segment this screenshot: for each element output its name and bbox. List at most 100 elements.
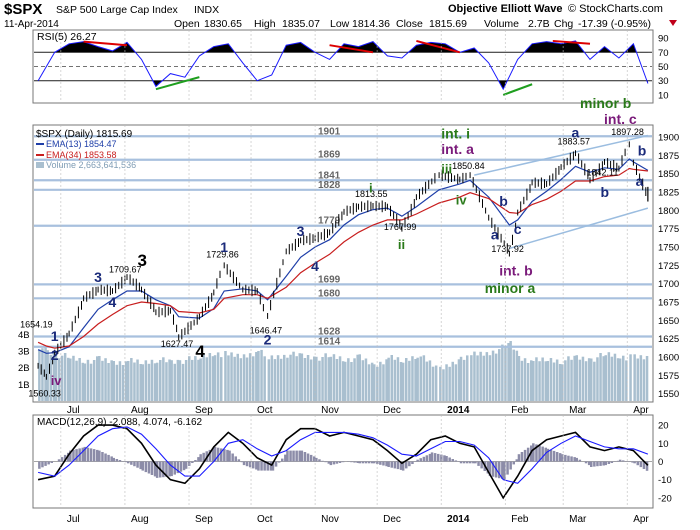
volume-bar	[139, 364, 142, 401]
volume-bar	[434, 365, 438, 401]
macd-histogram-bar	[47, 461, 50, 465]
change-value: -17.39 (-0.95%)	[578, 18, 651, 30]
price-annotation: 1883.57	[558, 137, 591, 147]
volume-bar	[439, 366, 442, 401]
x-tick-label: Sep	[195, 514, 213, 525]
signal-line	[37, 426, 649, 484]
macd-histogram-bar	[546, 448, 550, 462]
rsi-divergence-line	[83, 40, 128, 47]
exchange: INDX	[194, 4, 219, 16]
volume-bar	[176, 359, 180, 401]
volume-bar	[645, 356, 649, 401]
price-tick-label: 1850	[658, 169, 679, 180]
macd-histogram-bar	[168, 461, 171, 477]
macd-histogram-bar	[255, 461, 258, 470]
macd-histogram-bar	[555, 452, 559, 462]
volume-bar	[530, 360, 533, 401]
macd-tick-label: -20	[658, 493, 672, 504]
macd-histogram-bar	[506, 461, 509, 475]
volume-bar	[115, 364, 119, 401]
price-level-label: 1828	[318, 180, 341, 191]
volume-bar	[309, 359, 313, 401]
macd-histogram-bar	[393, 461, 397, 469]
volume-bar	[587, 358, 591, 401]
volume-bar	[168, 359, 171, 401]
macd-histogram-bar	[144, 461, 148, 473]
wave-label-int-c: int. c	[604, 111, 637, 127]
macd-histogram-bar	[538, 445, 541, 462]
volume-bar	[459, 356, 463, 401]
price-tick-label: 1625	[658, 334, 679, 345]
macd-histogram-bar	[67, 452, 70, 462]
volume-bar	[69, 358, 72, 401]
volume-bar	[181, 363, 185, 401]
macd-histogram-bar	[451, 459, 454, 462]
x-tick-label: Jul	[67, 514, 80, 525]
macd-histogram-bar	[101, 452, 104, 462]
macd-histogram-bar	[361, 461, 365, 464]
volume-bar	[178, 360, 182, 401]
price-annotation: 1560.33	[28, 388, 61, 398]
macd-histogram-bar	[382, 461, 385, 466]
macd-histogram-bar	[266, 461, 269, 471]
x-tick-label: Sep	[195, 405, 213, 416]
volume-bar	[236, 353, 239, 401]
rsi-divergence-line	[502, 83, 533, 96]
volume-bar	[300, 353, 304, 401]
volume-bar	[358, 354, 361, 401]
macd-histogram-bar	[358, 461, 361, 464]
volume-bar	[98, 356, 101, 401]
macd-histogram-bar	[517, 454, 521, 462]
volume-bar	[306, 355, 310, 401]
macd-histogram-bar	[590, 461, 593, 467]
volume-bar	[292, 351, 295, 401]
macd-histogram-bar	[443, 455, 446, 462]
volume-bar	[245, 357, 249, 401]
volume-bar	[224, 351, 227, 401]
volume-bar	[482, 355, 485, 401]
price-level-label: 1699	[318, 274, 341, 285]
macd-histogram-bar	[329, 461, 333, 466]
macd-histogram-bar	[260, 461, 263, 471]
volume-bar	[451, 361, 454, 401]
macd-histogram-bar	[587, 461, 591, 466]
macd-histogram-bar	[50, 461, 53, 463]
volume-bar	[387, 357, 390, 401]
macd-histogram-bar	[532, 443, 535, 462]
volume-bar	[401, 362, 405, 401]
price-level-label: 1901	[318, 126, 341, 137]
volume-bar	[509, 341, 512, 401]
wave-label: a	[572, 125, 580, 141]
author: Objective Elliott Wave	[448, 3, 563, 15]
ohlc-close-label: Close	[396, 18, 423, 30]
macd-histogram-bar	[184, 461, 188, 469]
macd-histogram-bar	[327, 461, 330, 464]
volume-bar	[184, 360, 188, 401]
volume-bar	[425, 361, 429, 401]
macd-histogram-bar	[44, 461, 47, 466]
macd-histogram-bar	[575, 457, 578, 462]
macd-histogram-bar	[584, 461, 588, 464]
x-tick-label: 2014	[447, 514, 470, 525]
macd-histogram-bar	[213, 446, 217, 462]
volume-bar	[552, 362, 556, 401]
volume-bar	[279, 358, 283, 401]
volume-bar	[607, 352, 611, 401]
macd-histogram-bar	[150, 461, 154, 475]
macd-histogram-bar	[306, 453, 310, 462]
volume-bar	[199, 358, 202, 401]
macd-histogram-bar	[552, 450, 556, 462]
volume-bar	[252, 356, 255, 401]
macd-histogram-bar	[223, 449, 226, 462]
volume-bar	[379, 361, 382, 401]
wave-label: 1	[51, 328, 59, 344]
x-tick-label: Oct	[257, 405, 273, 416]
macd-histogram-bar	[523, 449, 527, 462]
macd-histogram-bar	[491, 461, 495, 477]
volume-bar	[549, 358, 553, 401]
volume-tick-label: 4B	[18, 330, 30, 341]
volume-bar	[133, 362, 136, 401]
macd-histogram-bar	[419, 458, 422, 462]
